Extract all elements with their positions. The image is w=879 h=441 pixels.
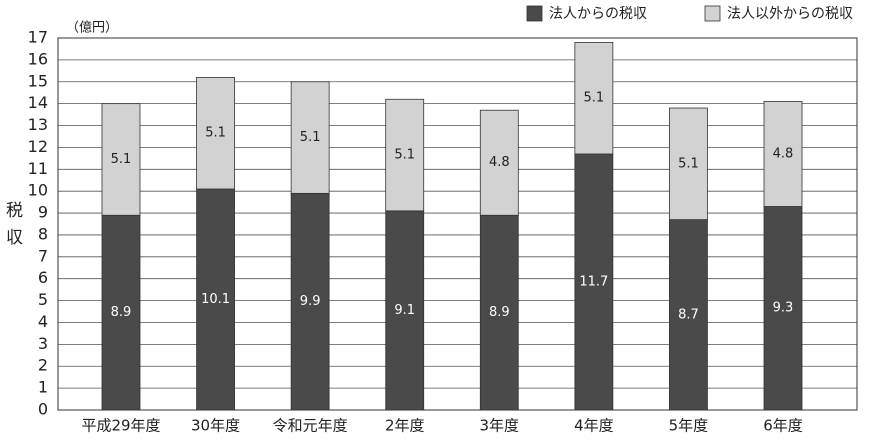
value-label: 4.8 bbox=[773, 146, 794, 161]
legend-label: 法人からの税収 bbox=[549, 6, 647, 22]
y-tick-label: 10 bbox=[28, 181, 48, 200]
plot-frame bbox=[57, 37, 858, 411]
y-tick-label: 17 bbox=[28, 28, 48, 47]
y-tick-label: 4 bbox=[38, 312, 48, 331]
y-tick-label: 0 bbox=[38, 400, 48, 419]
bar-segment bbox=[290, 81, 330, 194]
y-tick-label: 13 bbox=[28, 115, 48, 134]
bar-segment bbox=[101, 103, 141, 216]
value-label: 8.7 bbox=[678, 307, 699, 322]
bar-segment bbox=[479, 109, 519, 216]
unit-label: （億円） bbox=[66, 20, 118, 36]
bar-segment bbox=[385, 210, 425, 411]
y-axis-label: 税収 bbox=[2, 201, 23, 255]
value-label: 10.1 bbox=[201, 292, 230, 307]
y-tick-label: 3 bbox=[38, 334, 48, 353]
x-tick-label: 2年度 bbox=[385, 417, 425, 435]
y-tick-label: 14 bbox=[28, 93, 48, 112]
bar-segment bbox=[669, 219, 708, 411]
x-tick-label: 3年度 bbox=[480, 417, 520, 435]
value-label: 5.1 bbox=[300, 130, 321, 145]
legend-swatch bbox=[526, 5, 543, 22]
y-tick-label: 5 bbox=[38, 290, 48, 309]
bar-segment bbox=[763, 206, 803, 411]
value-label: 8.9 bbox=[111, 305, 132, 320]
bar-segment bbox=[574, 153, 614, 411]
x-tick-label: 平成29年度 bbox=[81, 417, 160, 435]
y-tick-label: 15 bbox=[28, 71, 48, 90]
bar-segment bbox=[196, 76, 235, 190]
y-tick-label: 16 bbox=[28, 49, 48, 68]
x-tick-label: 30年度 bbox=[191, 417, 240, 435]
x-tick-label: 令和元年度 bbox=[273, 417, 348, 435]
y-tick-label: 1 bbox=[38, 378, 48, 397]
value-label: 5.1 bbox=[394, 148, 415, 163]
value-label: 5.1 bbox=[678, 156, 699, 171]
bar-segment bbox=[385, 98, 425, 212]
y-tick-label: 7 bbox=[38, 246, 48, 265]
bar-segment bbox=[574, 41, 614, 155]
y-tick-label: 11 bbox=[28, 159, 48, 178]
value-label: 11.7 bbox=[579, 274, 608, 289]
y-tick-label: 9 bbox=[38, 203, 48, 222]
value-label: 9.3 bbox=[773, 301, 794, 316]
y-tick-label: 8 bbox=[38, 224, 48, 243]
x-tick-label: 5年度 bbox=[669, 417, 709, 435]
value-label: 8.9 bbox=[489, 305, 510, 320]
bar-segment bbox=[669, 107, 708, 221]
legend-label: 法人以外からの税収 bbox=[727, 6, 853, 22]
x-tick-label: 6年度 bbox=[763, 417, 803, 435]
bar-segment bbox=[763, 101, 803, 207]
legend-swatch bbox=[704, 5, 721, 22]
y-tick-label: 6 bbox=[38, 268, 48, 287]
bar-segment bbox=[479, 214, 519, 411]
value-label: 5.1 bbox=[111, 152, 132, 167]
value-label: 5.1 bbox=[205, 126, 226, 141]
value-label: 5.1 bbox=[584, 91, 605, 106]
y-tick-label: 12 bbox=[28, 137, 48, 156]
value-label: 9.1 bbox=[394, 303, 415, 318]
bar-segment bbox=[290, 192, 330, 411]
value-label: 9.9 bbox=[300, 294, 321, 309]
value-label: 4.8 bbox=[489, 155, 510, 170]
y-tick-label: 2 bbox=[38, 356, 48, 375]
x-tick-label: 4年度 bbox=[574, 417, 614, 435]
